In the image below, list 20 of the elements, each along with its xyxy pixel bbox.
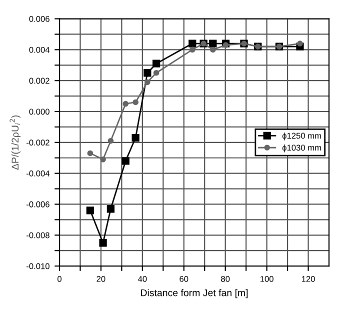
y-tick-label: -0.004 — [26, 170, 50, 176]
x-tick-label: 120 — [302, 276, 315, 282]
y-tick-label: -0.002 — [26, 140, 50, 146]
y-tick-label: -0.010 — [26, 263, 50, 270]
y-tick-label: 0.000 — [29, 108, 50, 115]
x-tick-label: 100 — [260, 276, 274, 282]
x-tick-label: 20 — [96, 276, 106, 282]
x-axis-title: Distance form Jet fan [m] — [141, 289, 248, 298]
y-axis-title: ΔP/(1/2ρU$_{i}$$^{2}$) — [10, 115, 20, 170]
y-tick-label: 0.004 — [29, 46, 50, 53]
y-tick-label: -0.006 — [26, 201, 50, 208]
x-tick-label: 60 — [180, 276, 188, 282]
y-tick-label: 0.002 — [29, 78, 50, 84]
legend-label: ϕ1030 mm — [282, 144, 321, 152]
x-tick-label: 0 — [58, 276, 62, 282]
x-tick-label: 80 — [221, 276, 230, 282]
y-tick-label: 0.006 — [29, 16, 50, 22]
y-tick-label: -0.008 — [26, 232, 50, 238]
x-tick-label: 40 — [138, 276, 147, 282]
legend-label: ϕ1250 mm — [282, 132, 321, 140]
